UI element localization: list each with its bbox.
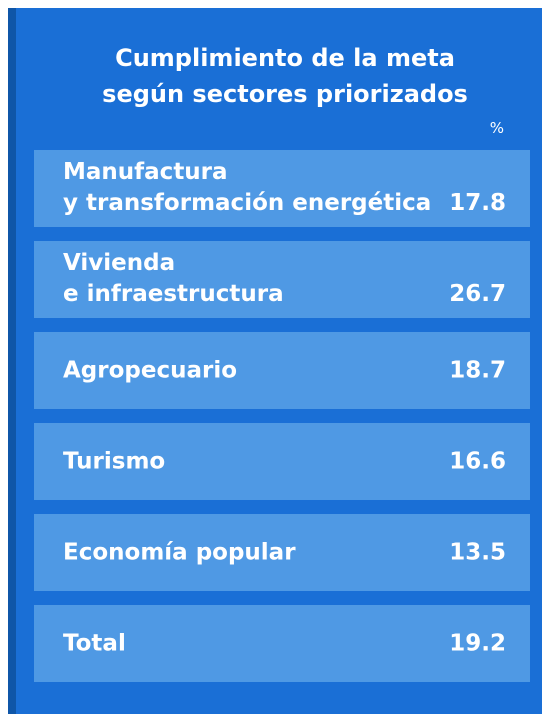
row-label-line: Agropecuario (63, 357, 238, 383)
row-label: Total (63, 628, 126, 659)
row-label-line: e infraestructura (63, 281, 284, 307)
row-label: Economía popular (63, 537, 296, 568)
row-label-line: Economía popular (63, 539, 296, 565)
row-label-line: Vivienda (63, 250, 176, 276)
row-value: 19.2 (449, 630, 506, 656)
row-value: 26.7 (449, 281, 506, 307)
side-stripe (8, 8, 16, 714)
row-label: Vivienda e infraestructura (63, 248, 284, 310)
table-row-total: Total 19.2 (34, 605, 530, 682)
row-label: Turismo (63, 446, 165, 477)
table-row-economia-popular: Economía popular 13.5 (34, 514, 530, 591)
row-label: Manufactura y transformación energética (63, 157, 431, 219)
table-row-manufactura: Manufactura y transformación energética … (34, 150, 530, 227)
unit-label: % (489, 119, 504, 137)
row-value: 17.8 (449, 190, 506, 216)
chart-title: Cumplimiento de la meta según sectores p… (28, 40, 542, 112)
chart-title-line-1: Cumplimiento de la meta (115, 44, 455, 72)
row-label: Agropecuario (63, 355, 237, 386)
row-value: 13.5 (449, 539, 506, 565)
row-value: 18.7 (449, 357, 506, 383)
row-label-line: Manufactura (63, 159, 228, 185)
table-row-agropecuario: Agropecuario 18.7 (34, 332, 530, 409)
row-label-line: y transformación energética (63, 190, 432, 216)
table-row-vivienda: Vivienda e infraestructura 26.7 (34, 241, 530, 318)
row-value: 16.6 (449, 448, 506, 474)
table-row-turismo: Turismo 16.6 (34, 423, 530, 500)
chart-title-line-2: según sectores priorizados (102, 80, 468, 108)
row-label-line: Total (63, 630, 126, 656)
row-label-line: Turismo (63, 448, 166, 474)
chart-card: Cumplimiento de la meta según sectores p… (8, 8, 542, 714)
